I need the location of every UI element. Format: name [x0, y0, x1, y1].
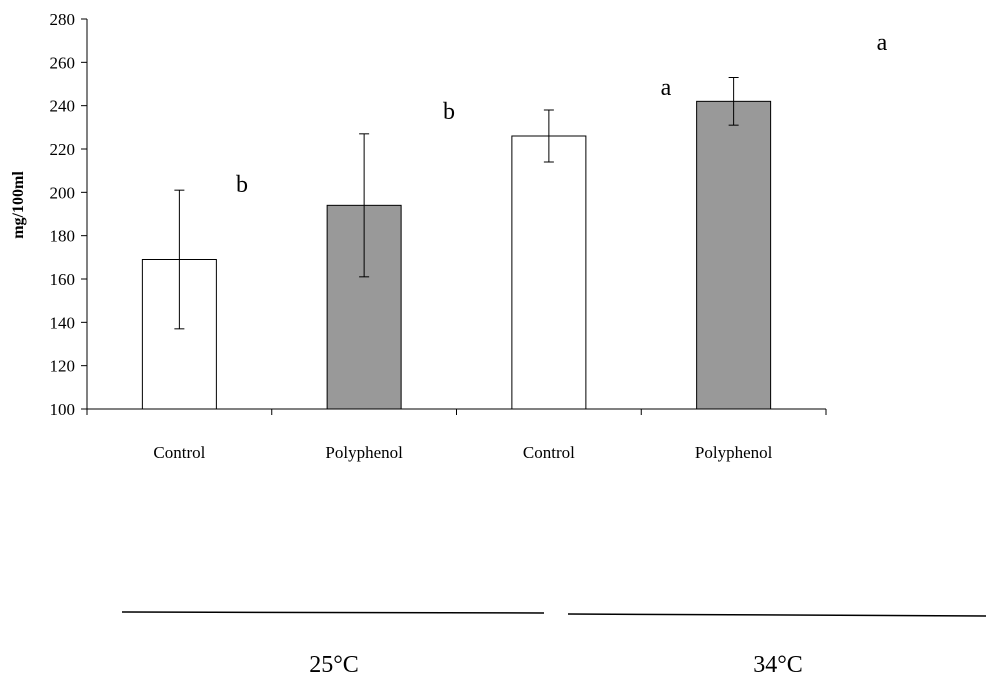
y-tick-label: 200 [50, 183, 76, 202]
y-axis-label: mg/100ml [10, 171, 27, 239]
y-tick-label: 160 [50, 270, 76, 289]
error-bar-1 [174, 189, 185, 330]
bar-4 [696, 100, 772, 410]
y-tick-label: 140 [50, 313, 76, 332]
y-tick-label: 120 [50, 357, 76, 376]
y-tick-label: 260 [50, 53, 76, 72]
error-bar-4 [728, 77, 739, 126]
y-tick-label: 280 [50, 10, 76, 29]
group-line [121, 611, 545, 614]
x-tick-label: Polyphenol [695, 443, 773, 462]
group-1: 25°C [121, 611, 545, 678]
y-tick-label: 180 [50, 227, 76, 246]
significance-label-4: a [877, 30, 888, 56]
y-tick-label: 220 [50, 140, 76, 159]
significance-label-2: b [443, 99, 455, 125]
y-axis: 100 120 140 160 180 200 220 240 260 280 [50, 10, 88, 419]
significance-label-1: b [236, 172, 248, 198]
group-labels: 25°C 34°C [121, 611, 987, 678]
error-bar-2 [359, 133, 370, 278]
error-bars [174, 77, 739, 330]
x-tick-label: Control [523, 443, 575, 462]
y-tick-label: 240 [50, 97, 76, 116]
group-line [567, 613, 987, 617]
significance-labels: b b a a [236, 30, 888, 198]
group-label: 34°C [753, 652, 803, 678]
x-tick-label: Polyphenol [325, 443, 403, 462]
group-label: 25°C [309, 652, 359, 678]
x-tick-label: Control [153, 443, 205, 462]
group-2: 34°C [567, 613, 987, 678]
y-tick-label: 100 [50, 400, 76, 419]
bar-3 [511, 135, 587, 410]
significance-label-3: a [661, 75, 672, 101]
bars [141, 100, 772, 410]
error-bar-3 [543, 109, 554, 163]
x-axis: Control Polyphenol Control Polyphenol [86, 408, 827, 462]
